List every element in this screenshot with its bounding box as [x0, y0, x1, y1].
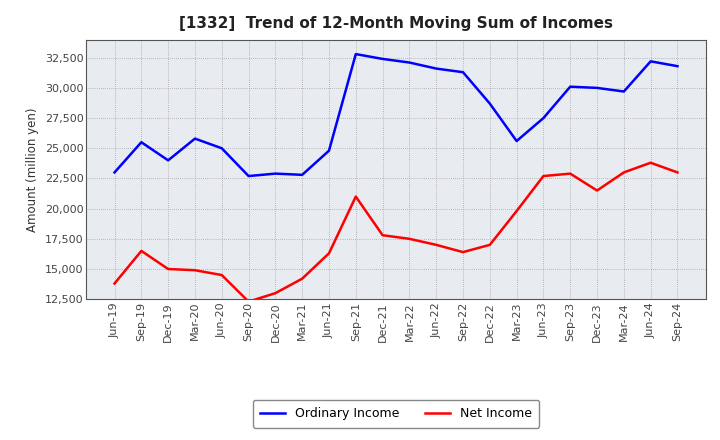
- Title: [1332]  Trend of 12-Month Moving Sum of Incomes: [1332] Trend of 12-Month Moving Sum of I…: [179, 16, 613, 32]
- Net Income: [217, 272, 226, 278]
- Net Income: [619, 170, 628, 175]
- Ordinary Income: [539, 115, 548, 121]
- Net Income: [647, 160, 655, 165]
- Line: Ordinary Income: Ordinary Income: [114, 54, 678, 176]
- Net Income: [378, 233, 387, 238]
- Net Income: [459, 249, 467, 255]
- Ordinary Income: [566, 84, 575, 89]
- Net Income: [539, 173, 548, 179]
- Ordinary Income: [432, 66, 441, 71]
- Ordinary Income: [513, 139, 521, 144]
- Net Income: [164, 266, 173, 271]
- Ordinary Income: [110, 170, 119, 175]
- Net Income: [191, 268, 199, 273]
- Net Income: [244, 299, 253, 304]
- Net Income: [405, 236, 414, 242]
- Ordinary Income: [647, 59, 655, 64]
- Ordinary Income: [137, 139, 145, 145]
- Ordinary Income: [351, 51, 360, 57]
- Ordinary Income: [325, 148, 333, 153]
- Net Income: [593, 188, 601, 193]
- Ordinary Income: [164, 158, 173, 163]
- Y-axis label: Amount (million yen): Amount (million yen): [27, 107, 40, 231]
- Ordinary Income: [244, 173, 253, 179]
- Legend: Ordinary Income, Net Income: Ordinary Income, Net Income: [253, 400, 539, 428]
- Net Income: [325, 251, 333, 256]
- Ordinary Income: [619, 89, 628, 94]
- Net Income: [513, 209, 521, 214]
- Ordinary Income: [217, 146, 226, 151]
- Net Income: [351, 194, 360, 199]
- Ordinary Income: [593, 85, 601, 91]
- Ordinary Income: [485, 101, 494, 106]
- Ordinary Income: [673, 63, 682, 69]
- Line: Net Income: Net Income: [114, 163, 678, 301]
- Net Income: [137, 248, 145, 253]
- Ordinary Income: [271, 171, 279, 176]
- Net Income: [566, 171, 575, 176]
- Net Income: [271, 290, 279, 296]
- Ordinary Income: [378, 56, 387, 62]
- Ordinary Income: [405, 60, 414, 65]
- Net Income: [432, 242, 441, 248]
- Net Income: [485, 242, 494, 248]
- Ordinary Income: [459, 70, 467, 75]
- Net Income: [298, 276, 307, 281]
- Net Income: [673, 170, 682, 175]
- Ordinary Income: [191, 136, 199, 141]
- Net Income: [110, 281, 119, 286]
- Ordinary Income: [298, 172, 307, 177]
